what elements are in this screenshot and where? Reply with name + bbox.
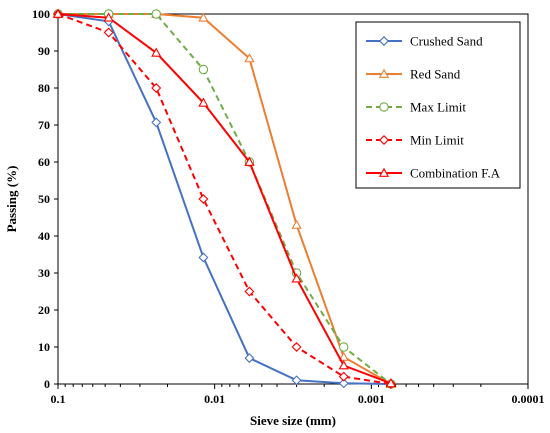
legend-label: Min Limit	[410, 133, 464, 148]
legend: Crushed Sand Red Sand Max Limit Min Limit Co…	[355, 21, 521, 189]
data-point	[244, 156, 255, 166]
data-point	[378, 167, 390, 177]
data-point	[385, 377, 397, 388]
series-line	[58, 13, 392, 385]
data-point	[151, 83, 162, 93]
y-axis-title: Passing (%)	[4, 166, 19, 233]
series-line	[57, 13, 391, 385]
y-tick-label: 50	[38, 192, 50, 206]
legend-label: Max Limit	[410, 100, 466, 115]
data-point	[291, 342, 302, 352]
series-line	[57, 13, 392, 385]
y-tick-label: 0	[44, 377, 50, 391]
data-point	[198, 97, 209, 107]
data-point	[291, 375, 302, 386]
data-point	[291, 273, 302, 283]
data-point	[338, 371, 349, 382]
x-tick-label: 0.01	[204, 392, 225, 406]
data-point	[198, 12, 209, 22]
legend-label: Crushed Sand	[410, 34, 483, 49]
legend-label: Red Sand	[410, 67, 461, 82]
series-red-sand	[52, 8, 397, 388]
x-axis: 0.1 0.01 0.001 0.0001	[51, 384, 545, 406]
data-point	[338, 360, 349, 370]
series-combination-f-a	[52, 8, 397, 388]
legend-item: Combination F.A	[366, 166, 501, 181]
data-point	[378, 68, 390, 78]
y-tick-label: 60	[38, 155, 50, 169]
series-layer	[52, 8, 397, 389]
series-max-limit	[53, 9, 396, 389]
legend-item: Red Sand	[366, 67, 461, 82]
y-tick-label: 40	[38, 229, 50, 243]
legend-label: Combination F.A	[410, 166, 501, 181]
data-point	[379, 102, 389, 112]
y-tick-label: 100	[32, 7, 50, 21]
data-point	[52, 8, 64, 18]
x-axis-title: Sieve size (mm)	[250, 413, 336, 428]
y-axis: 0 10 20 30 40 50 60 70 80 90 100	[32, 7, 58, 391]
y-tick-label: 10	[38, 340, 50, 354]
data-point	[151, 117, 162, 128]
data-point	[103, 27, 114, 38]
x-tick-label: 0.1	[51, 392, 66, 406]
legend-item: Max Limit	[366, 100, 466, 115]
legend-item: Min Limit	[366, 133, 464, 148]
data-point	[244, 53, 255, 63]
data-point	[198, 64, 209, 75]
y-tick-label: 80	[38, 81, 50, 95]
data-point	[379, 36, 389, 46]
y-tick-label: 70	[38, 118, 50, 132]
series-crushed-sand	[53, 9, 396, 389]
data-point	[198, 252, 209, 263]
data-point	[379, 135, 389, 145]
series-line	[58, 13, 392, 385]
legend-item: Crushed Sand	[366, 34, 483, 49]
series-line	[57, 13, 392, 385]
data-point	[198, 194, 209, 204]
data-point	[291, 219, 302, 229]
data-point	[151, 9, 161, 19]
x-tick-label: 0.0001	[512, 392, 545, 406]
y-tick-label: 30	[38, 266, 50, 280]
y-tick-label: 90	[38, 44, 50, 58]
data-point	[103, 12, 114, 22]
data-point	[151, 47, 162, 57]
data-point	[338, 378, 349, 389]
data-point	[338, 342, 349, 352]
data-point	[244, 353, 255, 364]
series-min-limit	[53, 9, 396, 389]
y-tick-label: 20	[38, 303, 50, 317]
x-tick-label: 0.001	[358, 392, 385, 406]
data-point	[244, 286, 255, 297]
